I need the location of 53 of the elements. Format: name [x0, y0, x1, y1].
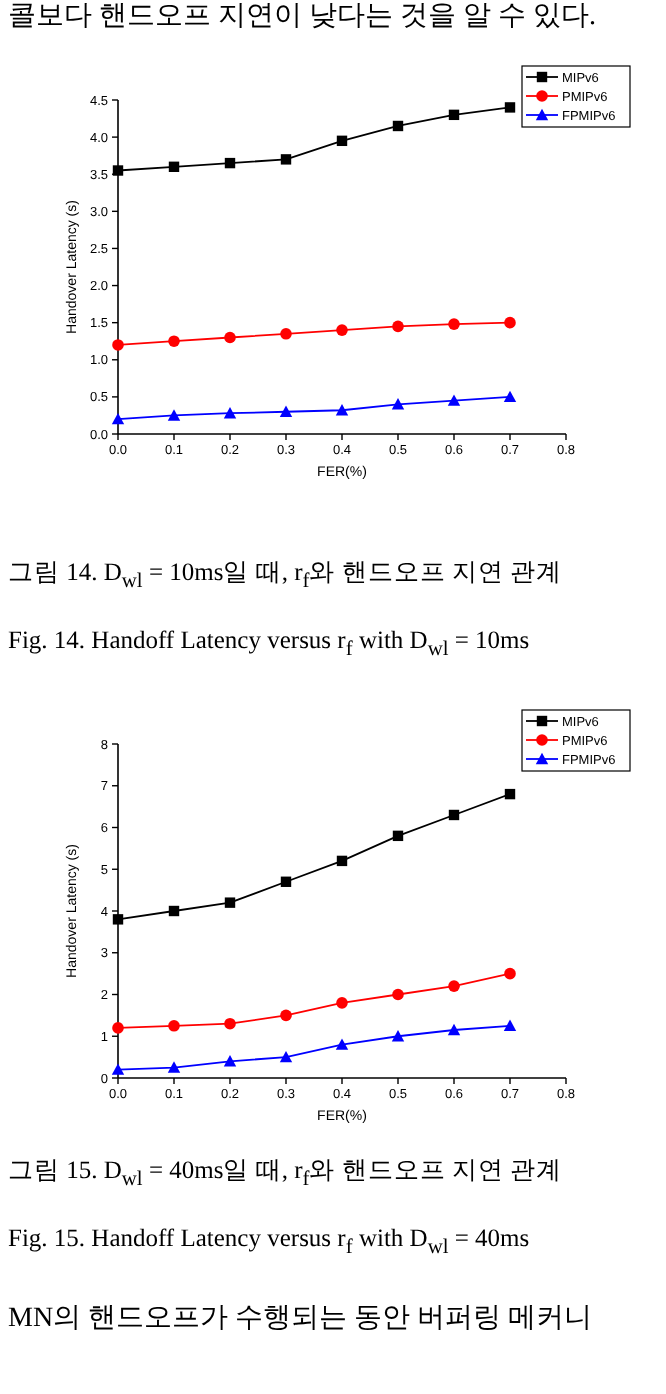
point	[447, 394, 461, 406]
point	[336, 997, 348, 1009]
point	[279, 1050, 293, 1063]
point	[168, 335, 180, 348]
caption: 그림 15. D$_{wl}$ = 40ms일 때, r$_{f}$와 핸드오프 지연 관계	[8, 1154, 565, 1195]
point	[448, 318, 460, 330]
point	[280, 328, 292, 340]
point	[112, 339, 124, 351]
point	[391, 398, 405, 410]
point	[503, 390, 517, 403]
point	[224, 157, 236, 169]
point	[503, 1019, 517, 1032]
point	[167, 1061, 181, 1073]
point	[280, 876, 292, 887]
point	[504, 102, 516, 113]
point	[280, 1009, 292, 1022]
point	[504, 316, 516, 329]
point	[504, 788, 516, 800]
point	[224, 1017, 236, 1030]
point	[168, 905, 180, 917]
point	[392, 320, 404, 333]
point	[335, 404, 349, 416]
point	[392, 988, 404, 1001]
caption: Fig. 15. Handoff Latency versus r$_{f}$ with D$_{wl}$ = 40ms	[8, 1222, 532, 1263]
point	[111, 412, 125, 425]
text: 콜보다 핸드오프 지연이 낮다는 것을 알 수 있다.	[8, 0, 598, 36]
point	[280, 154, 292, 165]
point	[112, 914, 124, 925]
caption: Fig. 14. Handoff Latency versus r$_{f}$ with D$_{wl}$ = 10ms	[8, 624, 532, 665]
point	[167, 409, 181, 421]
point	[223, 407, 237, 419]
point	[391, 1030, 405, 1042]
point	[279, 405, 293, 417]
point	[224, 897, 236, 908]
point	[112, 1022, 124, 1034]
point	[392, 120, 404, 132]
text: MN의 핸드오프가 수행되는 동안 버퍼링 메커니	[8, 1302, 595, 1338]
caption: 그림 14. D$_{wl}$ = 10ms일 때, r$_{f}$와 핸드오프 지연 관계	[8, 556, 565, 597]
point	[447, 1023, 461, 1036]
point	[504, 967, 516, 980]
point	[336, 135, 348, 147]
point	[168, 1020, 180, 1032]
point	[336, 324, 348, 336]
point	[168, 161, 180, 172]
point	[111, 1063, 125, 1075]
point	[336, 855, 348, 867]
point	[448, 980, 460, 992]
point	[335, 1038, 349, 1050]
point	[448, 109, 460, 121]
point	[392, 830, 404, 842]
point	[448, 809, 460, 821]
point	[223, 1055, 237, 1067]
point	[224, 331, 236, 344]
